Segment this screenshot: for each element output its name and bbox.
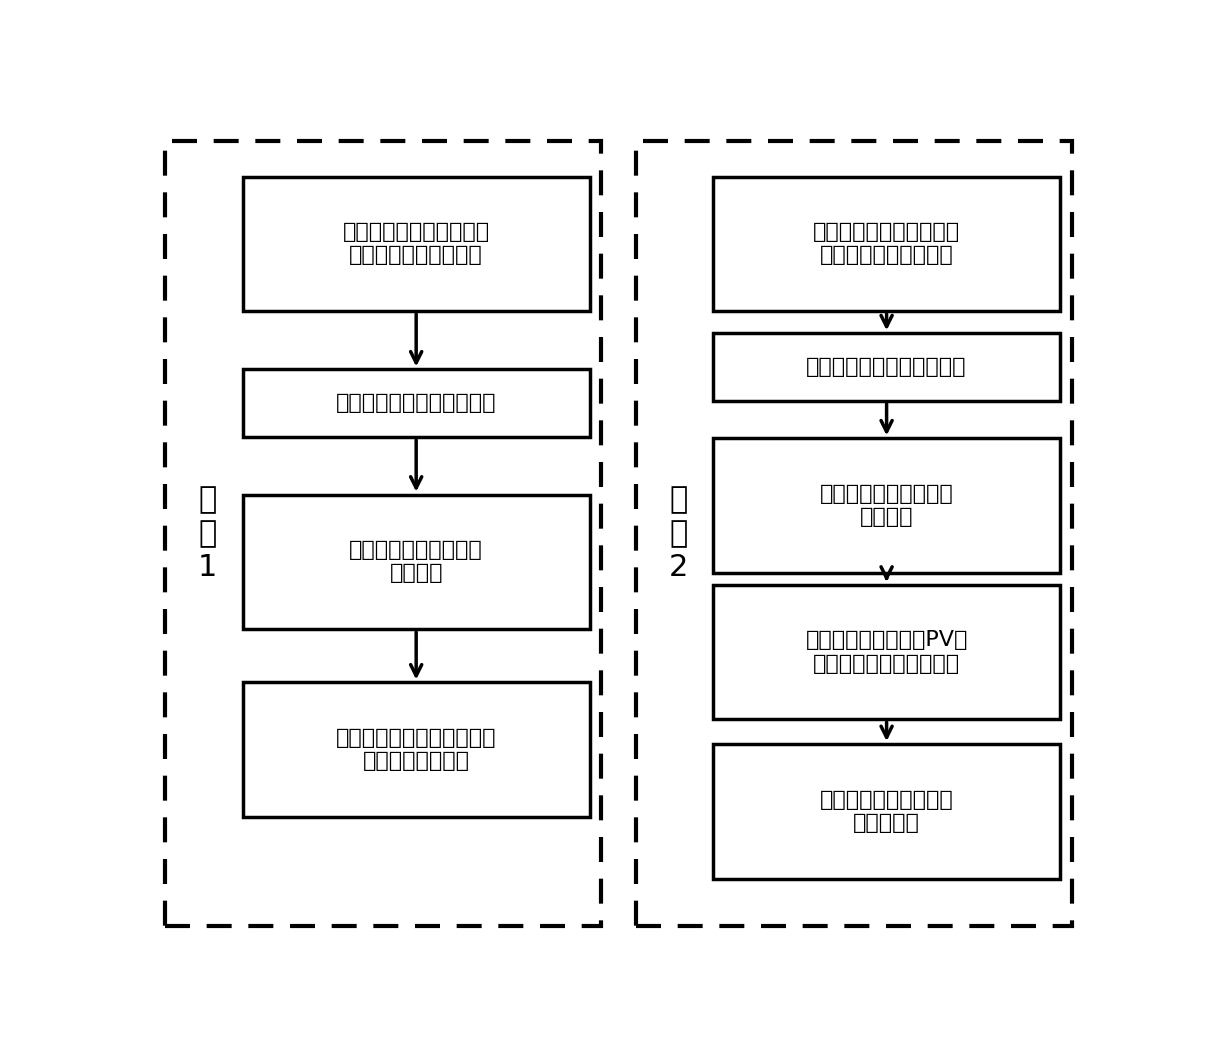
Bar	[243, 369, 590, 438]
Bar	[713, 177, 1060, 311]
Text: 通过强化学选择动作发电机: 通过强化学选择动作发电机	[336, 393, 497, 413]
Text: 寻找无功可能不平衡的
位置集合: 寻找无功可能不平衡的 位置集合	[349, 540, 484, 583]
Bar	[243, 683, 590, 817]
Text: 通过强化学习动作选择开关
附近的电容电抗器: 通过强化学习动作选择开关 附近的电容电抗器	[336, 728, 497, 772]
Text: 根据输送通道的限额，分
区域计算有功不平衡量: 根据输送通道的限额，分 区域计算有功不平衡量	[812, 222, 960, 265]
Bar	[166, 141, 601, 926]
Text: 方
案
2: 方 案 2	[669, 485, 688, 581]
Text: 根据输送通道的限额，分
区域计算有功不平衡量: 根据输送通道的限额，分 区域计算有功不平衡量	[342, 222, 490, 265]
Bar	[713, 744, 1060, 878]
Text: 通过强化学选择动作发电机: 通过强化学选择动作发电机	[806, 357, 967, 377]
Text: 通过强化学习动作加PV节
点，获得可能不足的无功: 通过强化学习动作加PV节 点，获得可能不足的无功	[805, 630, 967, 673]
Text: 寻找无功可能不平衡的
位置集合: 寻找无功可能不平衡的 位置集合	[820, 484, 954, 527]
Bar	[713, 585, 1060, 720]
Text: 收敛后等效添加附近的
电容电抗器: 收敛后等效添加附近的 电容电抗器	[820, 790, 954, 833]
Bar	[636, 141, 1072, 926]
Bar	[243, 177, 590, 311]
Bar	[713, 333, 1060, 401]
Bar	[713, 439, 1060, 573]
Bar	[243, 495, 590, 629]
Text: 方
案
1: 方 案 1	[198, 485, 218, 581]
